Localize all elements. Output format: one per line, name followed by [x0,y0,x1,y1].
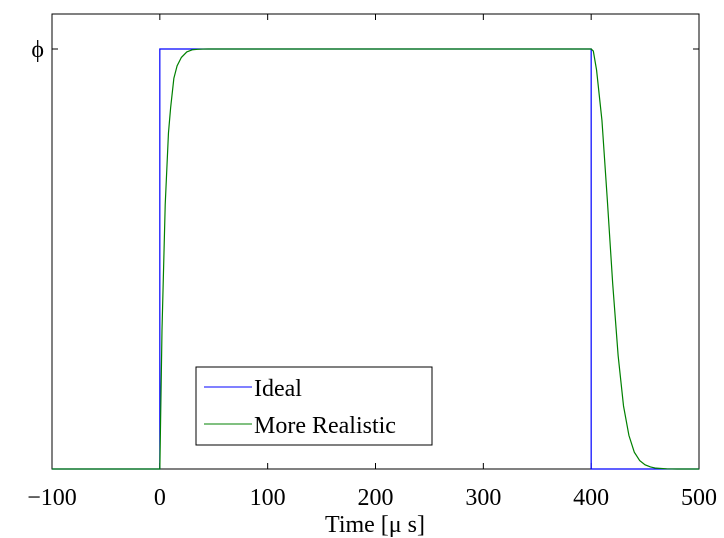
x-tick-label: 0 [154,485,166,511]
legend-label-more-realistic: More Realistic [254,413,396,439]
x-axis-label: Time [μ s] [325,512,425,538]
tick-labels: −100 0 100 200 300 400 500 ϕ [27,37,717,511]
x-tick-label: 400 [573,485,609,511]
x-tick-label: 300 [465,485,501,511]
axis-ticks [51,14,700,469]
series-line-more-realistic [52,48,699,470]
x-tick-label: 500 [681,485,717,511]
x-tick-label: 100 [250,485,286,511]
x-tick-label: −100 [27,485,77,511]
legend-label-ideal: Ideal [254,376,302,402]
x-tick-label: 200 [358,485,394,511]
legend: Ideal More Realistic [195,366,433,446]
series-layer [52,48,699,470]
legend-box [195,366,433,446]
y-tick-label: ϕ [31,37,44,63]
